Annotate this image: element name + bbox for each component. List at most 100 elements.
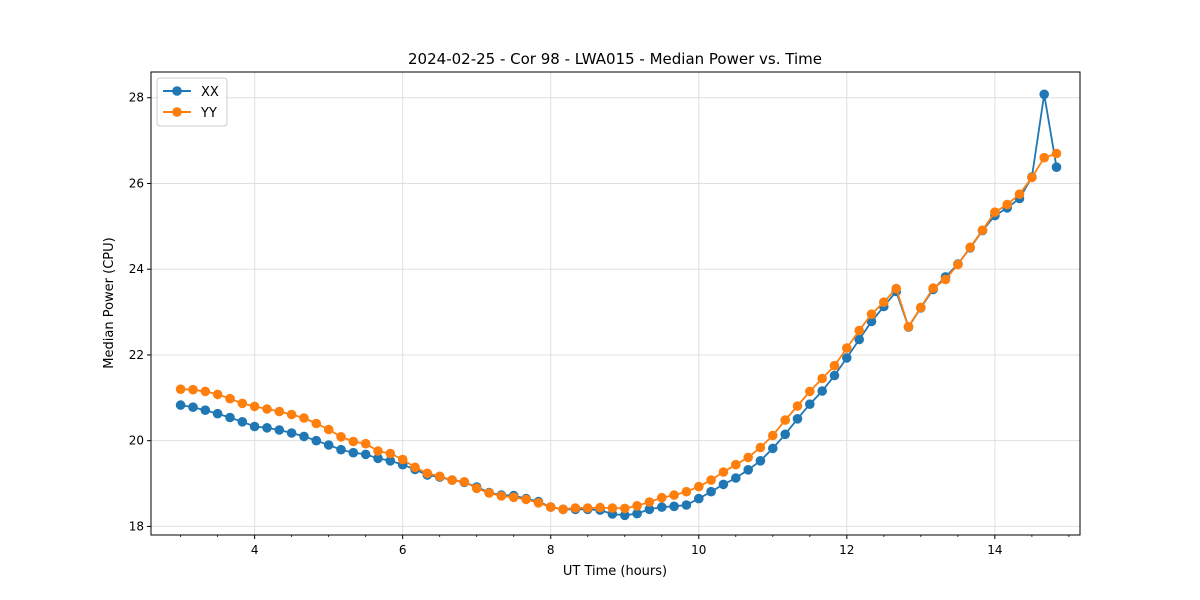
data-point-xx [768,443,778,454]
data-point-yy [373,446,383,456]
data-point-xx [212,408,223,419]
data-point-yy [854,325,864,336]
data-point-yy [681,486,692,497]
data-point-yy [718,467,729,477]
data-point-yy [731,459,741,470]
data-point-yy [866,309,877,320]
legend-label-xx: XX [201,85,219,100]
data-point-yy [644,497,655,507]
data-point-yy [471,483,482,494]
data-point-yy [694,481,704,492]
data-point-xx [866,316,877,327]
data-point-xx [805,399,815,410]
data-point-yy [792,401,803,411]
data-point-yy [558,504,568,515]
data-point-yy [434,471,445,482]
data-point-yy [360,438,371,449]
data-point-xx [694,493,704,504]
data-point-xx [731,473,741,483]
data-point-xx [842,353,852,363]
data-point-xx [644,504,655,515]
data-point-xx [249,421,260,432]
x-tick-label: 4 [251,543,259,557]
data-point-yy [595,502,605,513]
data-point-xx [188,402,198,413]
legend: XX YY [156,77,228,127]
legend-marker-yy [172,107,182,117]
y-axis-label: Median Power (CPU) [102,237,117,368]
data-point-yy [903,321,914,332]
data-point-xx [669,501,679,512]
data-point-yy [916,302,926,313]
y-tick-label: 26 [129,176,144,190]
data-point-yy [1002,199,1012,210]
data-point-xx [632,508,642,519]
data-point-yy [385,448,396,459]
data-point-yy [225,393,235,404]
data-point-xx [780,429,790,440]
data-point-yy [990,207,1000,217]
data-point-yy [249,401,260,412]
data-point-xx [336,444,346,455]
data-point-yy [620,503,630,514]
data-point-yy [891,283,901,294]
data-point-yy [188,384,198,395]
data-point-yy [311,418,322,429]
data-point-xx [854,334,864,345]
x-tick-label: 8 [547,543,555,557]
data-point-xx [743,465,753,475]
data-point-yy [397,454,408,465]
data-point-xx [237,417,248,427]
data-point-yy [953,259,963,270]
data-point-yy [459,477,470,487]
data-point-yy [1039,152,1049,163]
data-point-yy [521,494,531,505]
data-point-xx [620,510,630,521]
data-point-yy [410,462,420,473]
data-point-yy [299,413,309,423]
data-point-xx [225,412,235,423]
data-point-xx [373,453,383,464]
y-tick-label: 22 [129,348,144,362]
y-tick-label: 20 [129,434,144,448]
data-point-yy [743,452,753,463]
data-point-yy [1027,172,1037,183]
data-point-yy [336,432,346,442]
data-point-xx [175,400,186,410]
legend-label-yy: YY [200,106,217,121]
data-point-yy [323,424,334,435]
data-point-yy [348,436,359,447]
data-point-yy [447,475,457,485]
data-point-yy [286,409,297,420]
data-point-yy [200,386,211,397]
data-point-xx [348,447,359,458]
data-point-xx [385,456,396,466]
data-point-yy [484,488,494,498]
x-tick-label: 14 [987,543,1002,557]
data-point-xx [755,456,766,466]
data-point-yy [965,242,975,253]
data-point-yy [817,373,827,384]
data-point-xx [1051,162,1062,172]
x-tick-label: 6 [399,543,407,557]
series-layer [175,89,1062,521]
data-point-yy [237,398,248,409]
data-point-xx [274,425,285,435]
data-point-yy [582,503,593,513]
data-point-yy [570,503,581,513]
y-tick-label: 28 [129,91,144,105]
data-point-yy [274,406,285,417]
data-point-xx [1039,89,1049,100]
x-tick-label: 10 [691,543,706,557]
data-point-xx [311,435,322,446]
data-point-yy [940,274,951,285]
legend-marker-xx [172,86,182,96]
data-point-xx [286,428,297,438]
data-point-yy [829,360,840,371]
data-point-yy [755,442,766,453]
data-point-yy [1014,189,1025,199]
data-point-yy [212,389,223,400]
data-point-xx [792,414,803,424]
data-point-yy [805,386,815,397]
